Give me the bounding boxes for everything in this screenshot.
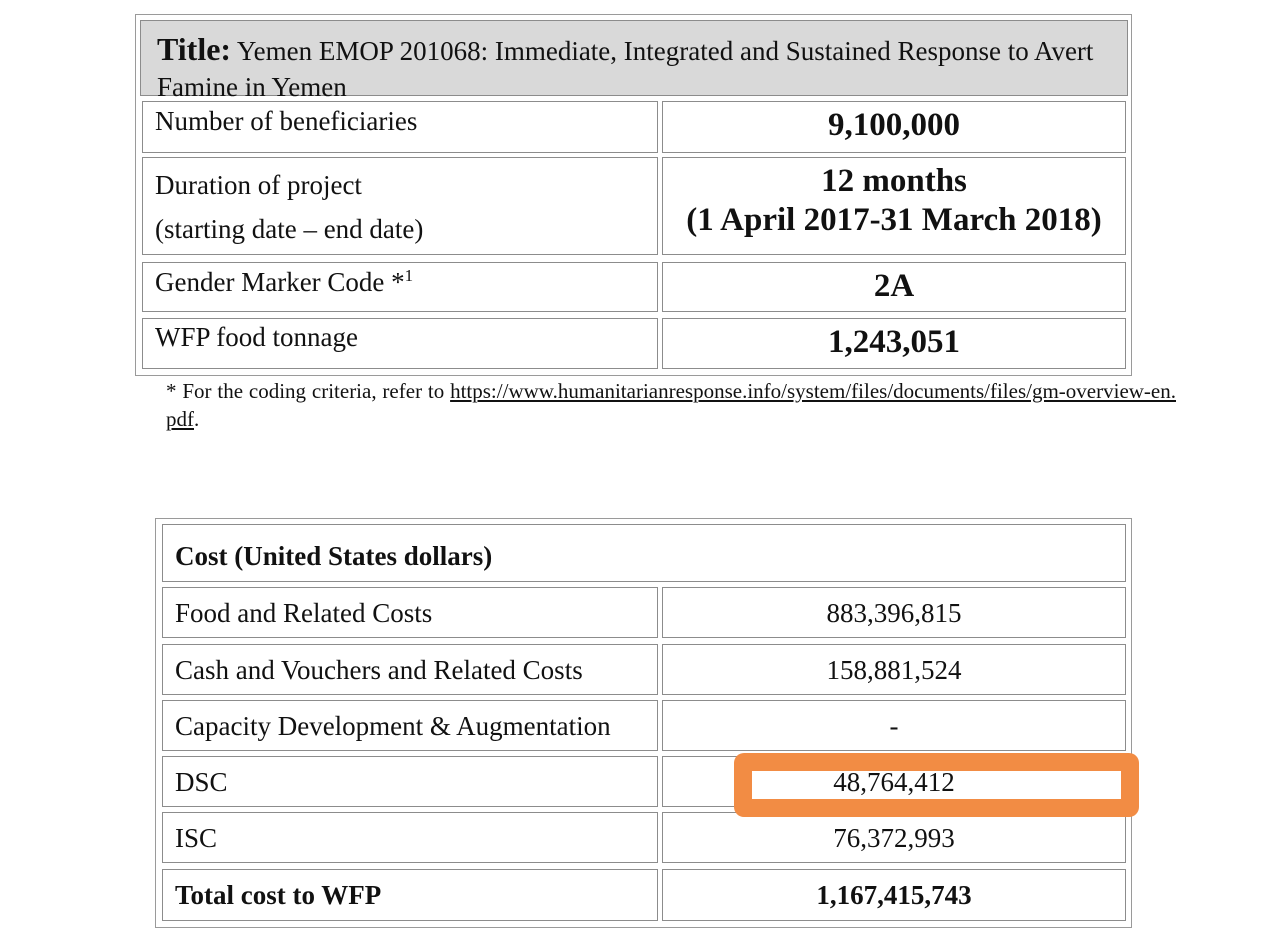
duration-value-line2: (1 April 2017-31 March 2018) (686, 202, 1102, 238)
cost-value-text: 76,372,993 (833, 823, 955, 853)
cost-row-value-food: 883,396,815 (662, 587, 1126, 638)
cost-row-value-capacity: - (662, 700, 1126, 751)
footnote-suffix: . (194, 407, 200, 431)
cost-value-text: 48,764,412 (833, 767, 955, 797)
cost-label-text: Food and Related Costs (175, 598, 433, 628)
food-tonnage-value-text: 1,243,051 (828, 324, 960, 360)
cost-row-label-total: Total cost to WFP (162, 869, 658, 921)
cost-label-text: ISC (175, 823, 218, 853)
gender-marker-label-text: Gender Marker Code * (155, 267, 405, 297)
footnote-marker: 1 (404, 266, 414, 285)
cost-label-text: Cash and Vouchers and Related Costs (175, 655, 583, 685)
cost-row-label-food: Food and Related Costs (162, 587, 658, 638)
cost-label-text: Capacity Development & Augmentation (175, 711, 611, 741)
cost-value-text: 883,396,815 (826, 598, 962, 628)
title-prefix: Title: (157, 31, 232, 67)
cost-row-label-dsc: DSC (162, 756, 658, 807)
project-title: Title: Yemen EMOP 201068: Immediate, Int… (140, 20, 1128, 102)
beneficiaries-value-text: 9,100,000 (828, 107, 960, 143)
gender-marker-label: Gender Marker Code *1 (142, 262, 658, 312)
duration-label-line2: (starting date – end date) (155, 214, 424, 244)
beneficiaries-label-text: Number of beneficiaries (155, 106, 418, 136)
cost-row-value-cash: 158,881,524 (662, 644, 1126, 695)
footnote-link[interactable]: https://www.humanitarianresponse.info/sy… (166, 379, 1176, 431)
duration-value-line1: 12 months (821, 163, 967, 199)
duration-label-line1: Duration of project (155, 170, 362, 200)
food-tonnage-label: WFP food tonnage (142, 318, 658, 369)
cost-header: Cost (United States dollars) (162, 524, 1126, 582)
dsc-highlight-box (734, 753, 1139, 817)
cost-value-text: 158,881,524 (826, 655, 962, 685)
title-text: Yemen EMOP 201068: Immediate, Integrated… (157, 36, 1094, 102)
beneficiaries-value: 9,100,000 (662, 101, 1126, 153)
food-tonnage-label-text: WFP food tonnage (155, 322, 358, 352)
cost-row-label-capacity: Capacity Development & Augmentation (162, 700, 658, 751)
gender-marker-value-text: 2A (873, 268, 915, 304)
cost-label-text: Total cost to WFP (175, 880, 382, 910)
duration-value: 12 months (1 April 2017-31 March 2018) (662, 157, 1126, 255)
cost-value-text: - (889, 711, 899, 741)
cost-row-value-total: 1,167,415,743 (662, 869, 1126, 921)
duration-label: Duration of project (starting date – end… (142, 157, 658, 255)
cost-row-label-cash: Cash and Vouchers and Related Costs (162, 644, 658, 695)
footnote-prefix: * For the coding criteria, refer to (166, 379, 451, 403)
cost-row-label-isc: ISC (162, 812, 658, 863)
gender-marker-value: 2A (662, 262, 1126, 312)
beneficiaries-label: Number of beneficiaries (142, 101, 658, 153)
cost-header-text: Cost (United States dollars) (175, 541, 493, 571)
cost-label-text: DSC (175, 767, 228, 797)
cost-row-value-isc: 76,372,993 (662, 812, 1126, 863)
cost-value-text: 1,167,415,743 (816, 880, 972, 910)
food-tonnage-value: 1,243,051 (662, 318, 1126, 369)
footnote: * For the coding criteria, refer to http… (166, 377, 1176, 433)
